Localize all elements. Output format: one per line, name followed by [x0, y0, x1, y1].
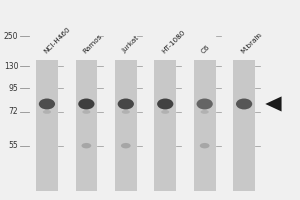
- Text: 55: 55: [9, 141, 18, 150]
- Ellipse shape: [82, 110, 90, 114]
- Ellipse shape: [200, 143, 209, 148]
- Ellipse shape: [122, 110, 130, 114]
- Text: C6: C6: [200, 43, 211, 54]
- Ellipse shape: [201, 110, 209, 114]
- Text: NCI-H460: NCI-H460: [43, 26, 71, 54]
- Text: M.brain: M.brain: [240, 31, 263, 54]
- Bar: [154, 60, 176, 191]
- Ellipse shape: [161, 110, 169, 114]
- Ellipse shape: [82, 143, 91, 148]
- Text: 95: 95: [9, 84, 18, 93]
- Text: Ramos: Ramos: [82, 33, 103, 54]
- Ellipse shape: [78, 99, 94, 109]
- Bar: [76, 60, 97, 191]
- Ellipse shape: [39, 99, 55, 109]
- Ellipse shape: [157, 99, 173, 109]
- Ellipse shape: [118, 99, 134, 109]
- Bar: [115, 60, 137, 191]
- Ellipse shape: [236, 99, 252, 109]
- Ellipse shape: [196, 99, 213, 109]
- Text: 250: 250: [4, 32, 18, 41]
- Text: HT-1080: HT-1080: [161, 29, 187, 54]
- Bar: [194, 60, 215, 191]
- Ellipse shape: [121, 143, 131, 148]
- Bar: [36, 60, 58, 191]
- Bar: [27, 60, 264, 191]
- Ellipse shape: [43, 110, 51, 114]
- Text: Jurkat: Jurkat: [122, 35, 141, 54]
- Text: 130: 130: [4, 62, 18, 71]
- Polygon shape: [265, 96, 282, 112]
- Text: 72: 72: [9, 107, 18, 116]
- Bar: [233, 60, 255, 191]
